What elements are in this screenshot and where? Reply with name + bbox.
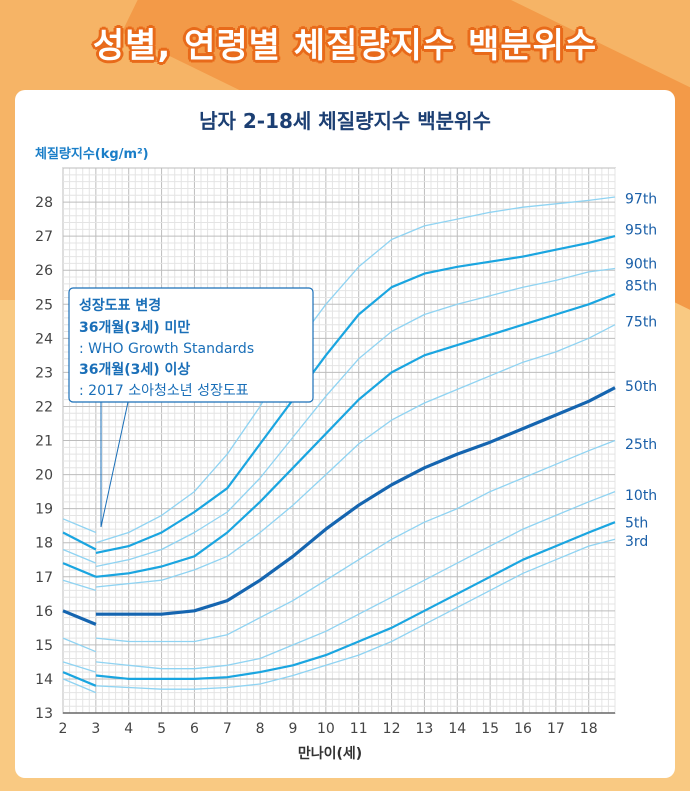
x-tick-label: 8 [256,721,265,737]
x-tick-label: 10 [317,721,335,737]
series-line-95th [95,235,616,554]
series-line-under3-10th [62,661,97,673]
note-pointer [100,372,129,528]
series-line-under3-85th [62,562,97,578]
tick-labels: 2 3 4 5 6 7 8 9 10 11 12 13 14 15 16 17 1813141516171819… [35,195,597,737]
x-tick-label: 15 [481,721,499,737]
series-line-under3-97th [62,518,97,534]
series-lines [62,196,616,694]
percentile-label-10th: 10th [625,488,657,504]
series-line-50th [95,386,616,616]
x-tick-label: 16 [514,721,532,737]
percentile-labels: 97th 95th 90th 85th 75th 50th 25th 10th 5th 3rd [625,192,657,550]
series-line-90th [95,267,616,568]
note-box [68,287,314,403]
chart-card: 남자 2-18세 체질량지수 백분위수 체질량지수(kg/m²) 만나이(세) … [15,90,675,778]
percentile-label-25th: 25th [625,437,657,453]
percentile-label-90th: 90th [625,256,657,272]
percentile-label-75th: 75th [625,314,657,330]
series-line-under3-95th [62,531,97,551]
series-line-97th [95,196,616,544]
x-tick-label: 18 [580,721,598,737]
percentile-label-5th: 5th [625,515,648,531]
series-line-under3-5th [62,671,97,687]
series-line-25th [95,439,616,643]
y-tick-label: 16 [35,604,53,620]
bmi-chart: 남자 2-18세 체질량지수 백분위수 체질량지수(kg/m²) 만나이(세) … [35,109,657,762]
note-line3: 36개월(3세) 이상 [79,361,190,378]
series-line-10th [95,490,616,670]
y-tick-label: 13 [35,706,53,722]
note-line4: : 2017 소아청소년 성장도표 [79,383,249,399]
x-tick-label: 3 [91,721,100,737]
series-line-under3-90th [62,548,97,564]
x-tick-label: 5 [157,721,166,737]
y-tick-label: 21 [35,434,53,450]
note-title: 성장도표 변경 [79,297,161,314]
y-axis-label: 체질량지수(kg/m²) [35,147,149,162]
chart-title: 남자 2-18세 체질량지수 백분위수 [199,109,491,133]
y-tick-label: 14 [35,672,53,688]
series-line-5th [95,521,616,680]
y-tick-label: 26 [35,263,53,279]
x-tick-label: 2 [59,721,68,737]
note-line1: 36개월(3세) 미만 [79,319,190,336]
note-line2: : WHO Growth Standards [79,341,254,357]
x-tick-label: 11 [350,721,368,737]
series-line-under3-25th [62,637,97,653]
series-line-85th [95,292,616,578]
grid [62,167,616,714]
x-axis-label: 만나이(세) [298,745,362,762]
percentile-label-50th: 50th [625,379,657,395]
y-tick-label: 15 [35,638,53,654]
series-line-under3-3rd [62,678,97,694]
x-tick-label: 14 [448,721,466,737]
percentile-label-85th: 85th [625,279,657,295]
x-tick-label: 9 [289,721,298,737]
y-tick-label: 24 [35,331,53,347]
x-tick-label: 17 [547,721,565,737]
percentile-label-95th: 95th [625,222,657,238]
series-line-under3-50th [62,609,97,626]
y-tick-label: 25 [35,297,53,313]
y-tick-label: 28 [35,195,53,211]
y-tick-label: 19 [35,502,53,518]
percentile-label-97th: 97th [625,192,657,208]
y-tick-label: 23 [35,365,53,381]
y-tick-label: 22 [35,399,53,415]
x-tick-label: 13 [416,721,434,737]
x-tick-label: 4 [124,721,133,737]
series-line-3rd [95,538,616,690]
x-tick-label: 7 [223,721,232,737]
y-tick-label: 20 [35,468,53,484]
x-tick-label: 12 [383,721,401,737]
chart-note: 성장도표 변경 36개월(3세) 미만 : WHO Growth Standar… [68,287,314,528]
series-line-under3-75th [62,579,97,592]
y-tick-label: 27 [35,229,53,245]
y-tick-label: 17 [35,570,53,586]
percentile-label-3rd: 3rd [625,534,648,550]
series-line-75th [95,324,616,588]
page-title: 성별, 연령별 체질량지수 백분위수 [92,26,598,66]
x-tick-label: 6 [190,721,199,737]
y-tick-label: 18 [35,536,53,552]
